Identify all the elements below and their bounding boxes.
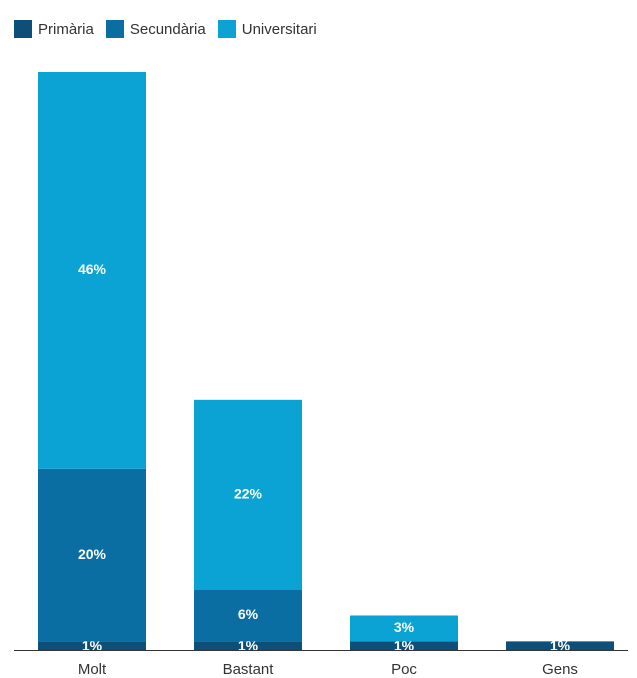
bar-poc-series-2 <box>350 615 458 642</box>
x-tick-label-molt: Molt <box>78 661 107 678</box>
data-label-bastant-series-2: 22% <box>234 485 263 501</box>
bar-molt-series-0 <box>38 641 146 650</box>
legend-label-universitari: Universitari <box>241 20 317 38</box>
bar-poc-series-0 <box>350 641 458 650</box>
legend-item-secundaria: Secundària <box>105 20 206 38</box>
x-tick-label-gens: Gens <box>542 661 578 678</box>
data-label-molt-series-0: 1% <box>82 637 103 653</box>
legend-label-primaria: Primària <box>38 20 94 38</box>
bar-molt-series-2 <box>38 72 146 469</box>
data-label-bastant-series-0: 1% <box>238 637 259 653</box>
legend-label-secundaria: Secundària <box>129 20 206 38</box>
data-label-poc-series-2: 3% <box>394 619 415 635</box>
legend-item-primaria: Primària <box>14 20 94 38</box>
x-tick-label-bastant: Bastant <box>223 661 275 678</box>
data-label-poc-series-0: 1% <box>394 637 415 653</box>
legend-swatch-secundaria <box>105 20 124 38</box>
bar-bastant-series-1 <box>194 589 302 642</box>
bar-bastant-series-2 <box>194 399 302 590</box>
x-tick-label-poc: Poc <box>391 661 417 678</box>
legend-swatch-universitari <box>217 20 236 38</box>
data-label-molt-series-1: 20% <box>78 546 107 562</box>
data-label-bastant-series-1: 6% <box>238 606 259 622</box>
bar-molt-series-1 <box>38 468 146 642</box>
bar-bastant-series-0 <box>194 641 302 650</box>
legend-item-universitari: Universitari <box>217 20 317 38</box>
data-label-gens-series-0: 1% <box>550 637 571 653</box>
bar-gens-series-0 <box>506 641 614 650</box>
legend-swatch-primaria <box>14 20 32 38</box>
legend: Primària Secundària Universitari <box>14 20 317 38</box>
data-label-molt-series-2: 46% <box>78 261 107 277</box>
